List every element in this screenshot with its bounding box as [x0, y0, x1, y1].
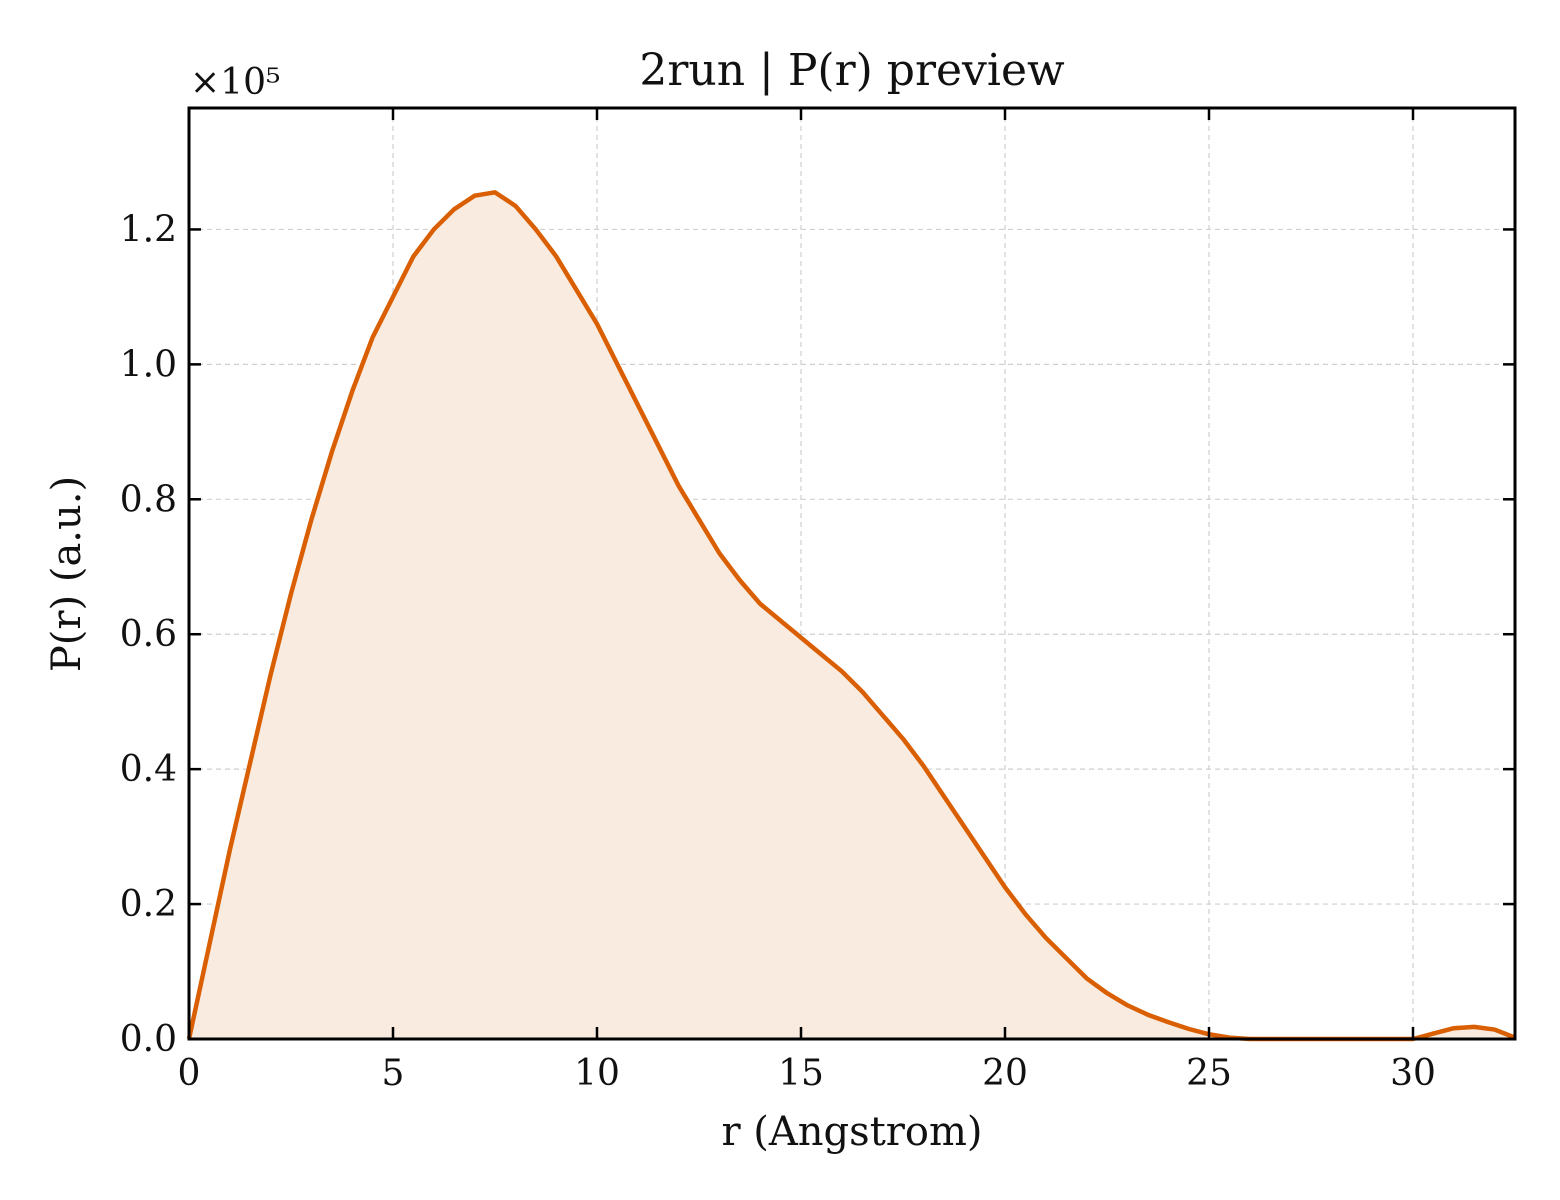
x-axis-label: r (Angstrom): [721, 1109, 982, 1155]
y-axis-label: P(r) (a.u.): [44, 476, 90, 672]
y-tick-label: 0.0: [120, 1019, 177, 1060]
y-offset-label: ×10⁵: [190, 62, 280, 103]
x-tick-label: 0: [178, 1053, 201, 1094]
x-tick-label: 20: [982, 1053, 1028, 1094]
y-tick-label: 0.4: [120, 749, 177, 790]
x-tick-labels: 0 5 10 15 20 25 30: [178, 1053, 1436, 1094]
chart-title: 2run | P(r) preview: [639, 45, 1065, 96]
x-tick-label: 10: [574, 1053, 620, 1094]
x-tick-label: 30: [1390, 1053, 1436, 1094]
y-tick-label: 0.8: [120, 479, 177, 520]
y-tick-label: 0.6: [120, 614, 177, 655]
y-tick-label: 1.0: [120, 344, 177, 385]
x-tick-label: 15: [778, 1053, 824, 1094]
axis-ticks: [187, 108, 1515, 1041]
x-tick-label: 25: [1186, 1053, 1232, 1094]
y-tick-label: 0.2: [120, 884, 177, 925]
x-tick-label: 5: [382, 1053, 405, 1094]
y-tick-label: 1.2: [120, 209, 177, 250]
pr-area-fill: [189, 192, 1515, 1039]
y-tick-labels: 0.0 0.2 0.4 0.6 0.8 1.0 1.2: [120, 209, 177, 1060]
plot-frame: [187, 106, 1517, 1041]
pr-series-line: [186, 190, 1516, 1042]
